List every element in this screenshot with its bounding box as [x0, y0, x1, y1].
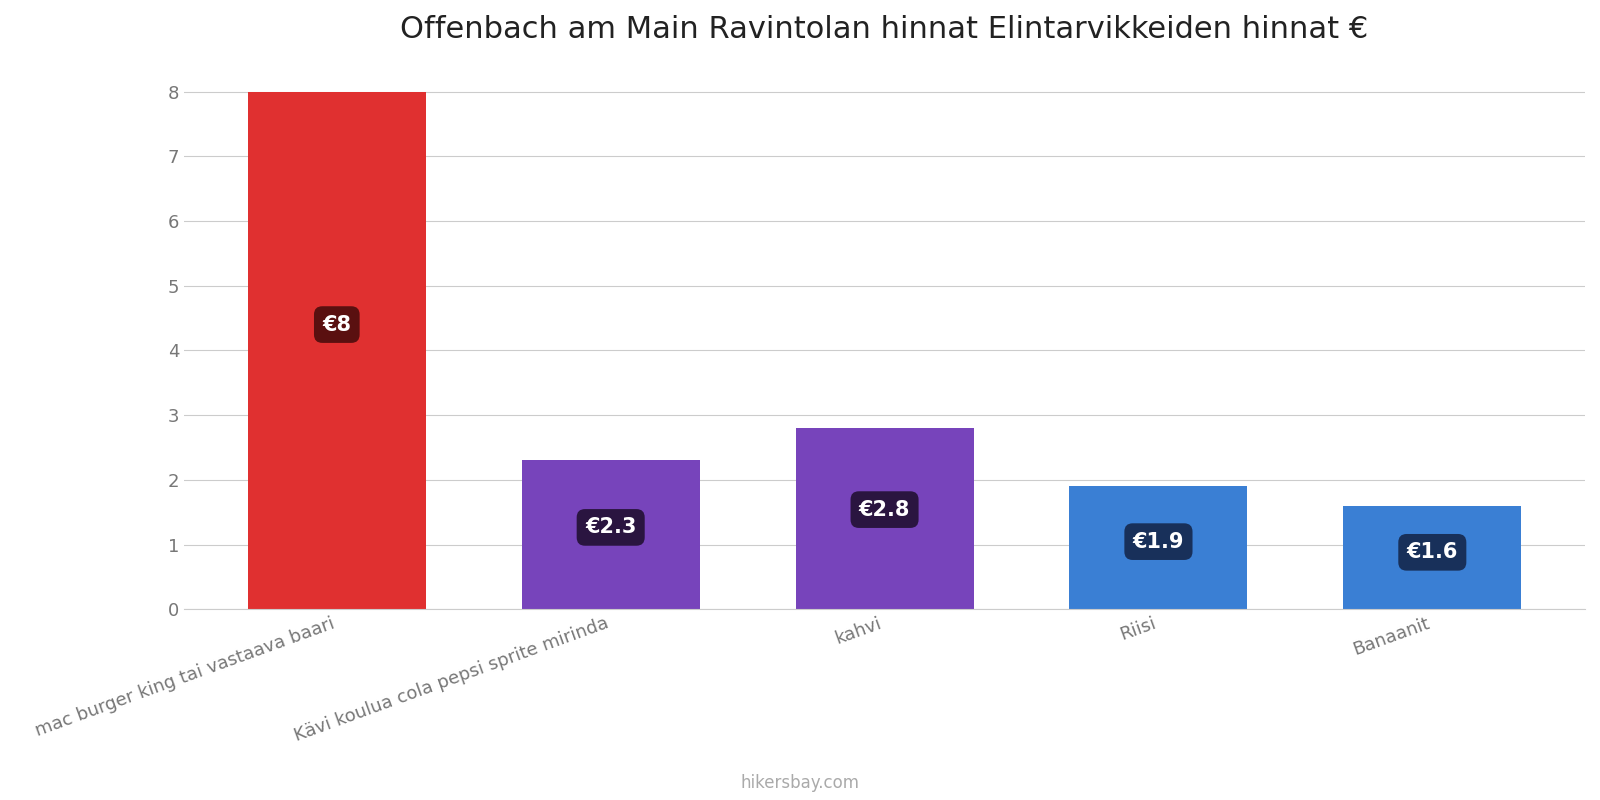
Text: €8: €8 [322, 314, 352, 334]
Bar [1344, 506, 1522, 610]
Bar [795, 428, 973, 610]
Title: Offenbach am Main Ravintolan hinnat Elintarvikkeiden hinnat €: Offenbach am Main Ravintolan hinnat Elin… [400, 15, 1368, 44]
Text: hikersbay.com: hikersbay.com [741, 774, 859, 792]
Text: €1.6: €1.6 [1406, 542, 1458, 562]
Bar [522, 461, 699, 610]
Text: €2.3: €2.3 [586, 518, 637, 538]
Bar [248, 92, 426, 610]
Text: €1.9: €1.9 [1133, 532, 1184, 552]
Bar [1069, 486, 1248, 610]
Text: €2.8: €2.8 [859, 500, 910, 520]
